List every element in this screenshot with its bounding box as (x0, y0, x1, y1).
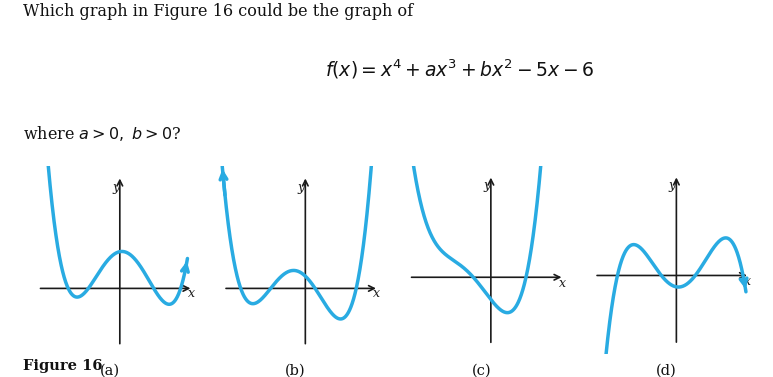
Text: Which graph in Figure 16 could be the graph of: Which graph in Figure 16 could be the gr… (23, 3, 414, 20)
Text: y: y (483, 179, 491, 192)
Text: where $a>0,\ b>0$?: where $a>0,\ b>0$? (23, 124, 182, 143)
Text: x: x (559, 277, 566, 290)
Text: $f(x)=x^{4}+ax^{3}+bx^{2}-5x-6$: $f(x)=x^{4}+ax^{3}+bx^{2}-5x-6$ (325, 57, 594, 81)
Text: (d): (d) (656, 364, 677, 377)
Text: (c): (c) (472, 364, 491, 377)
Text: x: x (744, 275, 751, 288)
Text: x: x (188, 287, 195, 300)
Text: (b): (b) (285, 364, 306, 377)
Text: y: y (669, 179, 676, 192)
Text: y: y (298, 181, 305, 193)
Text: x: x (373, 287, 380, 300)
Text: Figure 16: Figure 16 (23, 359, 103, 373)
Text: y: y (112, 181, 120, 193)
Text: (a): (a) (100, 364, 121, 377)
